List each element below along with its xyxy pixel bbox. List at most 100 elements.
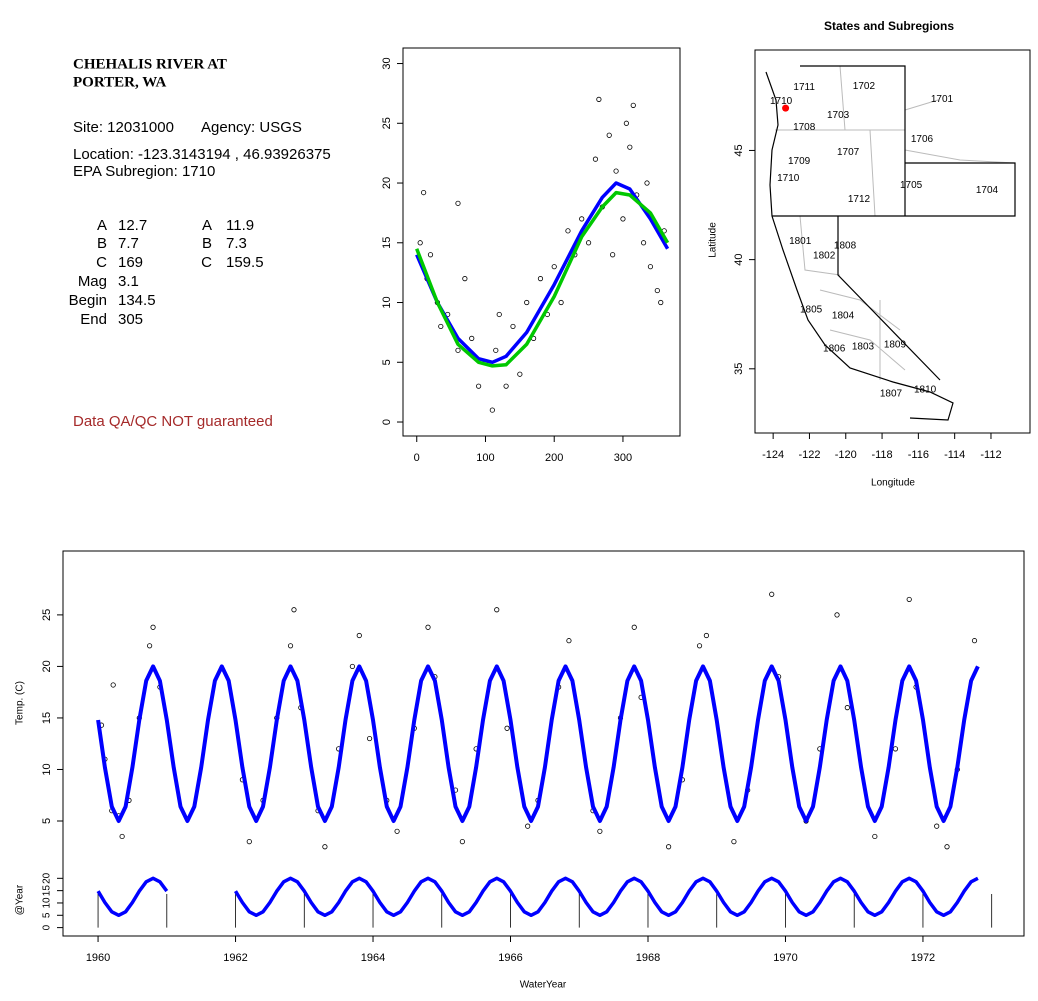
param-value: 159.5 bbox=[226, 254, 264, 271]
data-point bbox=[494, 607, 500, 613]
data-point bbox=[489, 407, 495, 413]
region-label: 1808 bbox=[834, 240, 857, 251]
x-tick-label: 300 bbox=[614, 452, 632, 464]
y-axis-label: Latitude bbox=[708, 222, 719, 258]
x-tick-label: 1964 bbox=[361, 952, 385, 964]
y-tick-label: 5 bbox=[41, 818, 53, 824]
subregion: EPA Subregion: 1710 bbox=[73, 163, 215, 180]
x-tick-label: 1966 bbox=[498, 952, 522, 964]
data-point bbox=[658, 299, 664, 306]
param-label: C bbox=[201, 254, 212, 271]
data-point bbox=[606, 132, 612, 138]
data-point bbox=[620, 216, 626, 222]
param-label: Begin bbox=[69, 292, 107, 309]
data-point bbox=[623, 120, 629, 126]
data-point bbox=[944, 844, 950, 850]
data-point bbox=[119, 833, 125, 840]
y-tick-label: 0 bbox=[381, 419, 393, 425]
y-tick-label: 10 bbox=[381, 296, 393, 308]
y-tick-label: 40 bbox=[733, 253, 745, 265]
data-point bbox=[425, 624, 431, 630]
data-point bbox=[610, 252, 616, 258]
param-value: 11.9 bbox=[226, 217, 254, 234]
data-point bbox=[150, 624, 156, 630]
data-point bbox=[703, 632, 710, 639]
x-tick-label: -124 bbox=[762, 449, 784, 461]
data-point bbox=[476, 383, 482, 389]
region-label: 1706 bbox=[911, 134, 934, 145]
data-point bbox=[525, 823, 531, 829]
annual-curve bbox=[96, 876, 979, 918]
param-label: A bbox=[97, 217, 107, 234]
data-point bbox=[503, 383, 509, 389]
data-point bbox=[427, 252, 434, 258]
param-label: End bbox=[80, 311, 107, 328]
data-point bbox=[349, 663, 355, 670]
data-point bbox=[579, 216, 585, 222]
region-label: 1703 bbox=[827, 110, 850, 121]
data-point bbox=[696, 643, 703, 649]
data-point bbox=[493, 347, 499, 353]
param-value: 7.3 bbox=[226, 235, 247, 252]
y-tick-label: 15 bbox=[381, 237, 393, 249]
x-tick-label: 1970 bbox=[773, 952, 797, 964]
region-label: 1802 bbox=[813, 250, 836, 261]
y-tick-label: 30 bbox=[381, 57, 393, 69]
data-point bbox=[322, 844, 328, 850]
param-value: 7.7 bbox=[118, 235, 139, 252]
fit-curve bbox=[96, 664, 980, 823]
data-point bbox=[394, 828, 400, 834]
data-point bbox=[438, 323, 444, 330]
data-point bbox=[585, 240, 592, 246]
region-label: 1705 bbox=[900, 180, 923, 191]
region-label: 1805 bbox=[800, 304, 823, 315]
data-point bbox=[246, 839, 252, 845]
region-label: 1810 bbox=[914, 384, 937, 395]
location: Location: -123.3143194 , 46.93926375 bbox=[73, 146, 331, 163]
data-point bbox=[524, 299, 530, 306]
x-tick-label: 0 bbox=[414, 452, 420, 464]
y-tick-label: 25 bbox=[41, 609, 53, 621]
x-tick-label: 1972 bbox=[911, 952, 935, 964]
region-label: 1804 bbox=[832, 310, 855, 321]
data-point bbox=[647, 264, 654, 270]
data-point bbox=[504, 725, 510, 731]
data-point bbox=[834, 612, 840, 618]
map-outline bbox=[765, 65, 1016, 421]
data-point bbox=[596, 96, 602, 102]
site-title: PORTER, WA bbox=[73, 74, 167, 90]
param-label: Mag bbox=[78, 273, 107, 290]
data-point bbox=[630, 102, 636, 108]
data-point bbox=[455, 347, 461, 353]
data-point bbox=[565, 228, 571, 234]
agency: Agency: USGS bbox=[201, 119, 302, 136]
region-label: 1807 bbox=[880, 389, 903, 400]
data-point bbox=[517, 371, 523, 377]
x-tick-label: -118 bbox=[871, 449, 892, 461]
data-point bbox=[971, 638, 978, 644]
x-tick-label: 1960 bbox=[86, 952, 110, 964]
qa-note: Data QA/QC NOT guaranteed bbox=[73, 413, 273, 430]
region-label: 1803 bbox=[852, 341, 875, 352]
data-point bbox=[613, 168, 619, 174]
data-point bbox=[462, 276, 468, 282]
x-tick-label: -112 bbox=[980, 449, 1001, 461]
data-point bbox=[291, 607, 297, 613]
site-title: CHEHALIS RIVER AT bbox=[73, 56, 227, 72]
y-tick-label: 10 bbox=[42, 897, 53, 909]
param-label: C bbox=[96, 254, 107, 271]
region-label: 1709 bbox=[788, 156, 811, 167]
x-axis-label: WaterYear bbox=[520, 980, 567, 991]
x-tick-label: -116 bbox=[908, 449, 929, 461]
data-point bbox=[934, 823, 940, 829]
y-tick-label: 20 bbox=[42, 872, 53, 884]
param-label: B bbox=[202, 235, 212, 252]
param-value: 12.7 bbox=[118, 217, 147, 234]
data-point bbox=[558, 299, 564, 306]
x-tick-label: -114 bbox=[944, 449, 965, 461]
y-tick-label: 20 bbox=[41, 660, 53, 672]
param-value: 305 bbox=[118, 311, 143, 328]
region-label: 1809 bbox=[884, 339, 907, 350]
data-point bbox=[551, 264, 557, 270]
region-label: 1708 bbox=[793, 122, 816, 133]
